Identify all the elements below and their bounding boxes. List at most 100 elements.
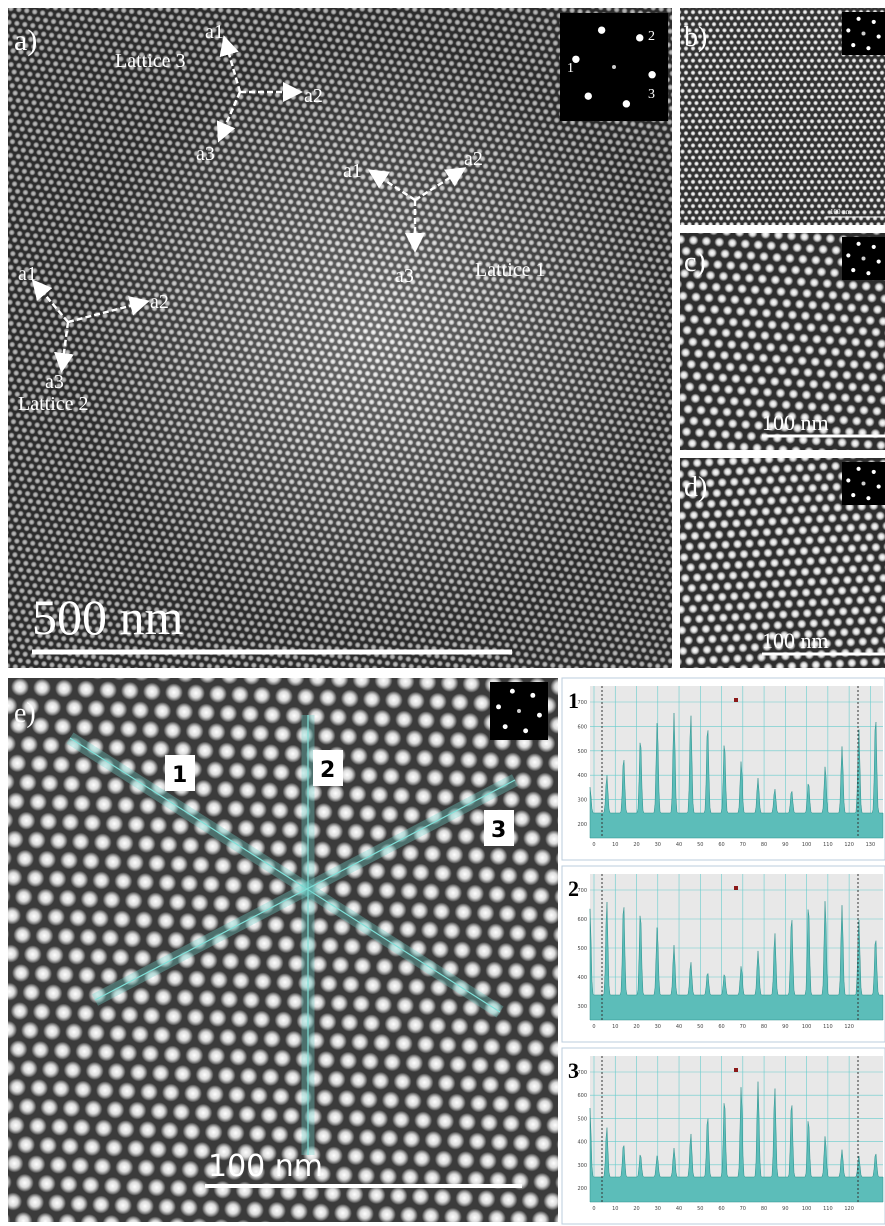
x-tick-label: 40 bbox=[676, 1206, 682, 1212]
x-tick-label: 120 bbox=[844, 1024, 854, 1030]
x-tick-label: 0 bbox=[592, 1206, 595, 1212]
y-tick-label: 400 bbox=[577, 773, 587, 779]
fft-spot bbox=[862, 32, 866, 36]
fft-spot bbox=[623, 100, 630, 107]
scale-bar-label: 500 nm bbox=[32, 589, 184, 645]
fft-spot bbox=[866, 271, 870, 275]
vector-label: a1 bbox=[205, 21, 224, 43]
x-tick-label: 120 bbox=[844, 1206, 854, 1212]
fft-spot bbox=[510, 689, 515, 694]
x-tick-label: 10 bbox=[612, 842, 618, 848]
fft-spot bbox=[523, 728, 528, 733]
y-tick-label: 300 bbox=[577, 798, 587, 804]
vector-label: a3 bbox=[395, 265, 414, 287]
x-tick-label: 0 bbox=[592, 1024, 595, 1030]
vector-label: a2 bbox=[464, 148, 483, 170]
fft-spot bbox=[857, 242, 861, 246]
fft-spot bbox=[517, 709, 521, 713]
vector-label: a1 bbox=[18, 263, 37, 285]
profile-label: 3 bbox=[568, 1058, 579, 1083]
fft-spot bbox=[851, 493, 855, 497]
lattice-name: Lattice 1 bbox=[475, 259, 546, 281]
fft-spot bbox=[585, 92, 592, 99]
cursor bbox=[734, 886, 738, 890]
x-tick-label: 70 bbox=[740, 1024, 746, 1030]
x-tick-label: 60 bbox=[718, 842, 724, 848]
x-tick-label: 30 bbox=[655, 1024, 661, 1030]
figure: a)123Lattice 3a1a2a3Lattice 1a1a2a3Latti… bbox=[0, 0, 885, 1226]
x-tick-label: 10 bbox=[612, 1024, 618, 1030]
x-tick-label: 30 bbox=[655, 1206, 661, 1212]
fft-spot bbox=[866, 496, 870, 500]
y-tick-label: 200 bbox=[577, 1186, 587, 1192]
fft-spot bbox=[612, 65, 616, 69]
fft-spot bbox=[857, 17, 861, 21]
y-tick-label: 600 bbox=[577, 1093, 587, 1099]
fft-spot bbox=[846, 253, 850, 257]
fft-spot bbox=[636, 34, 643, 41]
fft-spot bbox=[877, 485, 881, 489]
x-tick-label: 50 bbox=[697, 1024, 703, 1030]
x-tick-label: 70 bbox=[740, 1206, 746, 1212]
fft-spot bbox=[851, 268, 855, 272]
y-tick-label: 400 bbox=[577, 1140, 587, 1146]
micrograph bbox=[8, 678, 558, 1222]
vector-label: a2 bbox=[150, 291, 169, 313]
fft-spot bbox=[851, 43, 855, 47]
profile-label: 1 bbox=[568, 688, 579, 713]
lattice-name: Lattice 2 bbox=[18, 393, 89, 415]
line-label: 1 bbox=[172, 763, 187, 788]
y-tick-label: 200 bbox=[577, 822, 587, 828]
scale-bar-label: 100 nm bbox=[762, 410, 829, 435]
x-tick-label: 20 bbox=[633, 1024, 639, 1030]
panel-label: e) bbox=[14, 698, 36, 729]
fft-spot bbox=[872, 245, 876, 249]
profile-label: 2 bbox=[568, 876, 579, 901]
x-tick-label: 60 bbox=[718, 1206, 724, 1212]
line-label: 2 bbox=[320, 758, 335, 783]
fft-spot bbox=[877, 35, 881, 39]
fft-spot bbox=[866, 46, 870, 50]
fft-spot-label: 1 bbox=[567, 61, 574, 76]
vector-label: a3 bbox=[196, 143, 215, 165]
x-tick-label: 60 bbox=[718, 1024, 724, 1030]
y-tick-label: 300 bbox=[577, 1163, 587, 1169]
x-tick-label: 80 bbox=[761, 1206, 767, 1212]
panel-label: b) bbox=[684, 22, 707, 53]
fft-spot bbox=[857, 467, 861, 471]
fft-spot-label: 2 bbox=[648, 29, 655, 44]
x-tick-label: 100 bbox=[802, 1024, 812, 1030]
fft-spot bbox=[862, 257, 866, 261]
x-tick-label: 10 bbox=[612, 1206, 618, 1212]
x-tick-label: 20 bbox=[633, 842, 639, 848]
fft-spot bbox=[862, 482, 866, 486]
fft-spot bbox=[846, 28, 850, 32]
line-label: 3 bbox=[491, 818, 506, 843]
cursor bbox=[734, 1068, 738, 1072]
fft-spot-label: 3 bbox=[648, 87, 655, 102]
vector-label: a1 bbox=[343, 160, 362, 182]
x-tick-label: 80 bbox=[761, 1024, 767, 1030]
y-tick-label: 600 bbox=[577, 724, 587, 730]
x-tick-label: 100 bbox=[802, 842, 812, 848]
cursor bbox=[734, 698, 738, 702]
x-tick-label: 50 bbox=[697, 842, 703, 848]
lattice-name: Lattice 3 bbox=[115, 50, 186, 72]
vector-label: a3 bbox=[45, 371, 64, 393]
fft-spot bbox=[648, 71, 655, 78]
y-tick-label: 500 bbox=[577, 749, 587, 755]
panel-label: c) bbox=[684, 247, 706, 278]
x-tick-label: 90 bbox=[782, 842, 788, 848]
fft-spot bbox=[872, 20, 876, 24]
x-tick-label: 110 bbox=[823, 842, 833, 848]
y-tick-label: 500 bbox=[577, 1116, 587, 1122]
panel-label: a) bbox=[14, 24, 37, 57]
x-tick-label: 130 bbox=[866, 842, 876, 848]
x-tick-label: 120 bbox=[844, 842, 854, 848]
x-tick-label: 50 bbox=[697, 1206, 703, 1212]
x-tick-label: 40 bbox=[676, 1024, 682, 1030]
y-tick-label: 600 bbox=[577, 917, 587, 923]
x-tick-label: 110 bbox=[823, 1206, 833, 1212]
vector-label: a2 bbox=[304, 85, 323, 107]
fft-spot bbox=[598, 26, 605, 33]
